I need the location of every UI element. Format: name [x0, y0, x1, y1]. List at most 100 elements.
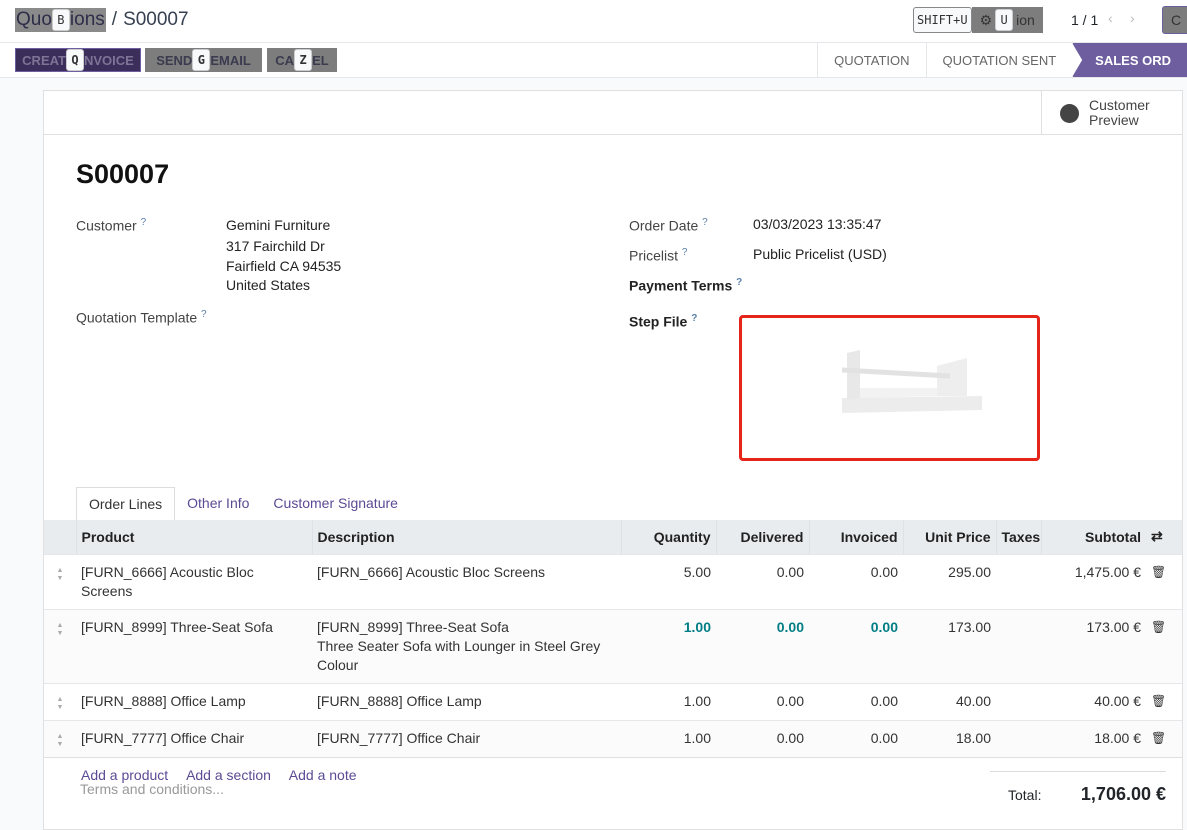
trash-icon[interactable]: 🗑	[1146, 682, 1182, 720]
step-file-preview[interactable]	[739, 315, 1040, 461]
hotkey-badge: U	[995, 9, 1014, 31]
description-cell[interactable]: [FURN_8999] Three-Seat Sofa Three Seater …	[312, 608, 621, 683]
order-date-value[interactable]: 03/03/2023 13:35:47	[753, 216, 882, 232]
drag-handle-icon[interactable]: ▲ ▼	[44, 719, 76, 757]
quantity-cell[interactable]: 5.00	[621, 553, 716, 609]
invoiced-cell[interactable]: 0.00	[809, 719, 903, 757]
drag-handle-icon[interactable]: ▲ ▼	[44, 682, 76, 720]
drag-handle-icon[interactable]: ▲ ▼	[44, 608, 76, 683]
table-row[interactable]: ▲ ▼ [FURN_6666] Acoustic Bloc Screens [FU…	[44, 553, 1182, 609]
delivered-cell[interactable]: 0.00	[716, 719, 809, 757]
column-header[interactable]: Product	[75, 520, 312, 554]
pager-value[interactable]: 1 / 1	[1071, 12, 1099, 28]
add-section-link[interactable]: Add a section	[186, 766, 271, 783]
create-button[interactable]: C	[1162, 6, 1187, 34]
delivered-cell[interactable]: 0.00	[716, 682, 809, 720]
invoiced-cell[interactable]: 0.00	[809, 608, 903, 683]
status-quotation-sent[interactable]: QUOTATION SENT	[925, 43, 1073, 77]
table-row[interactable]: ▲ ▼ [FURN_8999] Three-Seat Sofa [FURN_899…	[44, 608, 1182, 683]
order-lines-table: Product Description Quantity Delivered I…	[44, 520, 1182, 800]
table-row[interactable]: ▲ ▼ [FURN_7777] Office Chair [FURN_7777] …	[44, 719, 1182, 757]
3d-model-image	[841, 350, 982, 413]
unit-price-cell[interactable]: 40.00	[903, 682, 996, 720]
total-section: Total: 1,706.00 €	[990, 771, 1166, 805]
optional-columns-icon[interactable]: ⇄	[1146, 520, 1182, 554]
description-cell[interactable]: [FURN_7777] Office Chair	[312, 719, 621, 757]
column-header[interactable]: Delivered	[715, 520, 809, 554]
column-header[interactable]: Quantity	[620, 520, 716, 554]
quotation-template-label: Quotation Template ?	[76, 309, 207, 326]
send-email-button[interactable]: SEND G EMAIL	[145, 48, 262, 72]
notebook-tabs: Order Lines Other Info Customer Signatur…	[76, 487, 410, 521]
address-line: United States	[226, 277, 311, 293]
pricelist-label: Pricelist ?	[629, 247, 688, 264]
subtotal-cell: 18.00 €	[1041, 719, 1146, 757]
column-header[interactable]: Unit Price	[902, 520, 996, 554]
delivered-cell[interactable]: 0.00	[716, 553, 809, 609]
table-header: Product Description Quantity Delivered I…	[44, 520, 1182, 554]
address-line: Fairfield CA 94535	[226, 258, 342, 274]
column-header[interactable]: Subtotal	[1040, 520, 1146, 554]
taxes-cell[interactable]	[996, 608, 1041, 683]
tab-other-info[interactable]: Other Info	[187, 495, 250, 511]
unit-price-cell[interactable]: 295.00	[903, 553, 996, 609]
invoiced-cell[interactable]: 0.00	[809, 682, 903, 720]
status-sales-order[interactable]: SALES ORD	[1072, 43, 1187, 77]
trash-icon[interactable]: 🗑	[1146, 553, 1182, 609]
tab-order-lines[interactable]: Order Lines	[76, 487, 176, 521]
product-cell[interactable]: [FURN_8999] Three-Seat Sofa	[76, 608, 312, 683]
drag-handle-icon[interactable]: ▲ ▼	[44, 553, 76, 609]
description-cell[interactable]: [FURN_8888] Office Lamp	[312, 682, 621, 720]
add-product-link[interactable]: Add a product	[81, 766, 169, 783]
cancel-button[interactable]: CA Z EL	[267, 48, 337, 72]
subtotal-cell: 40.00 €	[1041, 682, 1146, 720]
product-cell[interactable]: [FURN_6666] Acoustic Bloc Screens	[76, 553, 312, 609]
trash-icon[interactable]: 🗑	[1146, 608, 1182, 683]
create-invoice-button[interactable]: CREAT Q NVOICE	[15, 48, 141, 72]
hotkey-badge: B	[51, 9, 70, 31]
form-sheet: Customer Preview S00007 Customer ? Gemini…	[43, 90, 1183, 830]
address-line: 317 Fairchild Dr	[226, 238, 325, 254]
total-label: Total:	[1008, 786, 1042, 803]
table-row[interactable]: ▲ ▼ [FURN_8888] Office Lamp [FURN_8888] O…	[44, 682, 1182, 720]
product-cell[interactable]: [FURN_8888] Office Lamp	[76, 682, 312, 720]
unit-price-cell[interactable]: 18.00	[903, 719, 996, 757]
preview-label: Customer	[1089, 97, 1150, 113]
page-title: S00007	[76, 159, 170, 189]
chevron-left-icon[interactable]: ‹	[1108, 10, 1113, 26]
quantity-cell[interactable]: 1.00	[621, 682, 716, 720]
invoiced-cell[interactable]: 0.00	[809, 553, 903, 609]
customer-link[interactable]: Gemini Furniture	[226, 217, 331, 233]
delivered-cell[interactable]: 0.00	[716, 608, 809, 683]
quantity-cell[interactable]: 1.00	[621, 719, 716, 757]
payment-terms-label: Payment Terms ?	[629, 277, 743, 294]
taxes-cell[interactable]	[996, 682, 1041, 720]
trash-icon[interactable]: 🗑	[1146, 719, 1182, 757]
column-header[interactable]: Description	[311, 520, 621, 554]
taxes-cell[interactable]	[996, 553, 1041, 609]
order-date-label: Order Date ?	[629, 217, 708, 234]
column-header[interactable]: Taxes	[995, 520, 1041, 554]
add-note-link[interactable]: Add a note	[288, 766, 357, 783]
tab-customer-signature[interactable]: Customer Signature	[273, 495, 398, 511]
status-quotation[interactable]: QUOTATION	[817, 43, 925, 77]
unit-price-cell[interactable]: 173.00	[903, 608, 996, 683]
customer-preview-button[interactable]: Customer Preview	[1041, 91, 1182, 135]
button-box: Customer Preview	[44, 91, 1182, 135]
chevron-right-icon[interactable]: ›	[1130, 10, 1135, 26]
pricelist-value[interactable]: Public Pricelist (USD)	[753, 246, 887, 262]
taxes-cell[interactable]	[996, 719, 1041, 757]
globe-icon	[1060, 103, 1079, 123]
column-header[interactable]: Invoiced	[808, 520, 903, 554]
product-cell[interactable]: [FURN_7777] Office Chair	[76, 719, 312, 757]
terms-input[interactable]: Terms and conditions...	[80, 781, 224, 797]
add-line-row: Add a product Add a section Add a note	[44, 756, 1182, 800]
quantity-cell[interactable]: 1.00	[621, 608, 716, 683]
action-label: ion	[1016, 12, 1035, 28]
description-cell[interactable]: [FURN_6666] Acoustic Bloc Screens	[312, 553, 621, 609]
subtotal-cell: 173.00 €	[1041, 608, 1146, 683]
hotkey-badge: G	[192, 49, 211, 71]
